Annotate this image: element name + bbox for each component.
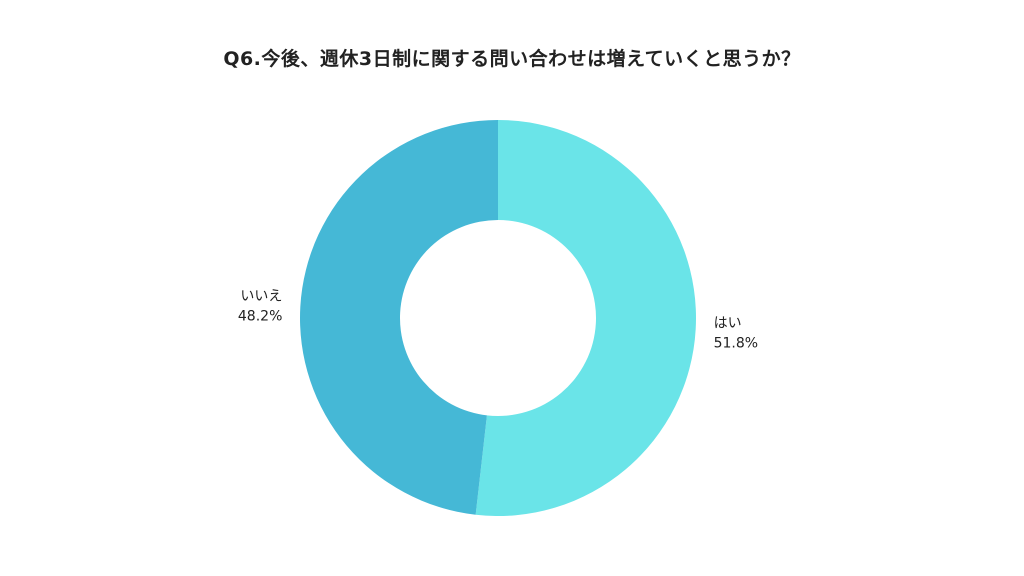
slice-value-label-1: 48.2% bbox=[238, 309, 282, 325]
chart-title: Q6.今後、週休3日制に関する問い合わせは増えていくと思うか？ bbox=[223, 48, 801, 70]
donut-slices bbox=[300, 120, 697, 516]
slice-labels: はい 51.8% いいえ 48.2% bbox=[238, 289, 758, 352]
slice-category-label-1: いいえ bbox=[240, 289, 282, 305]
slice-category-label-0: はい bbox=[714, 315, 742, 331]
slice-1 bbox=[300, 120, 498, 515]
slice-0 bbox=[475, 120, 697, 516]
slice-value-label-0: 51.8% bbox=[714, 335, 758, 351]
